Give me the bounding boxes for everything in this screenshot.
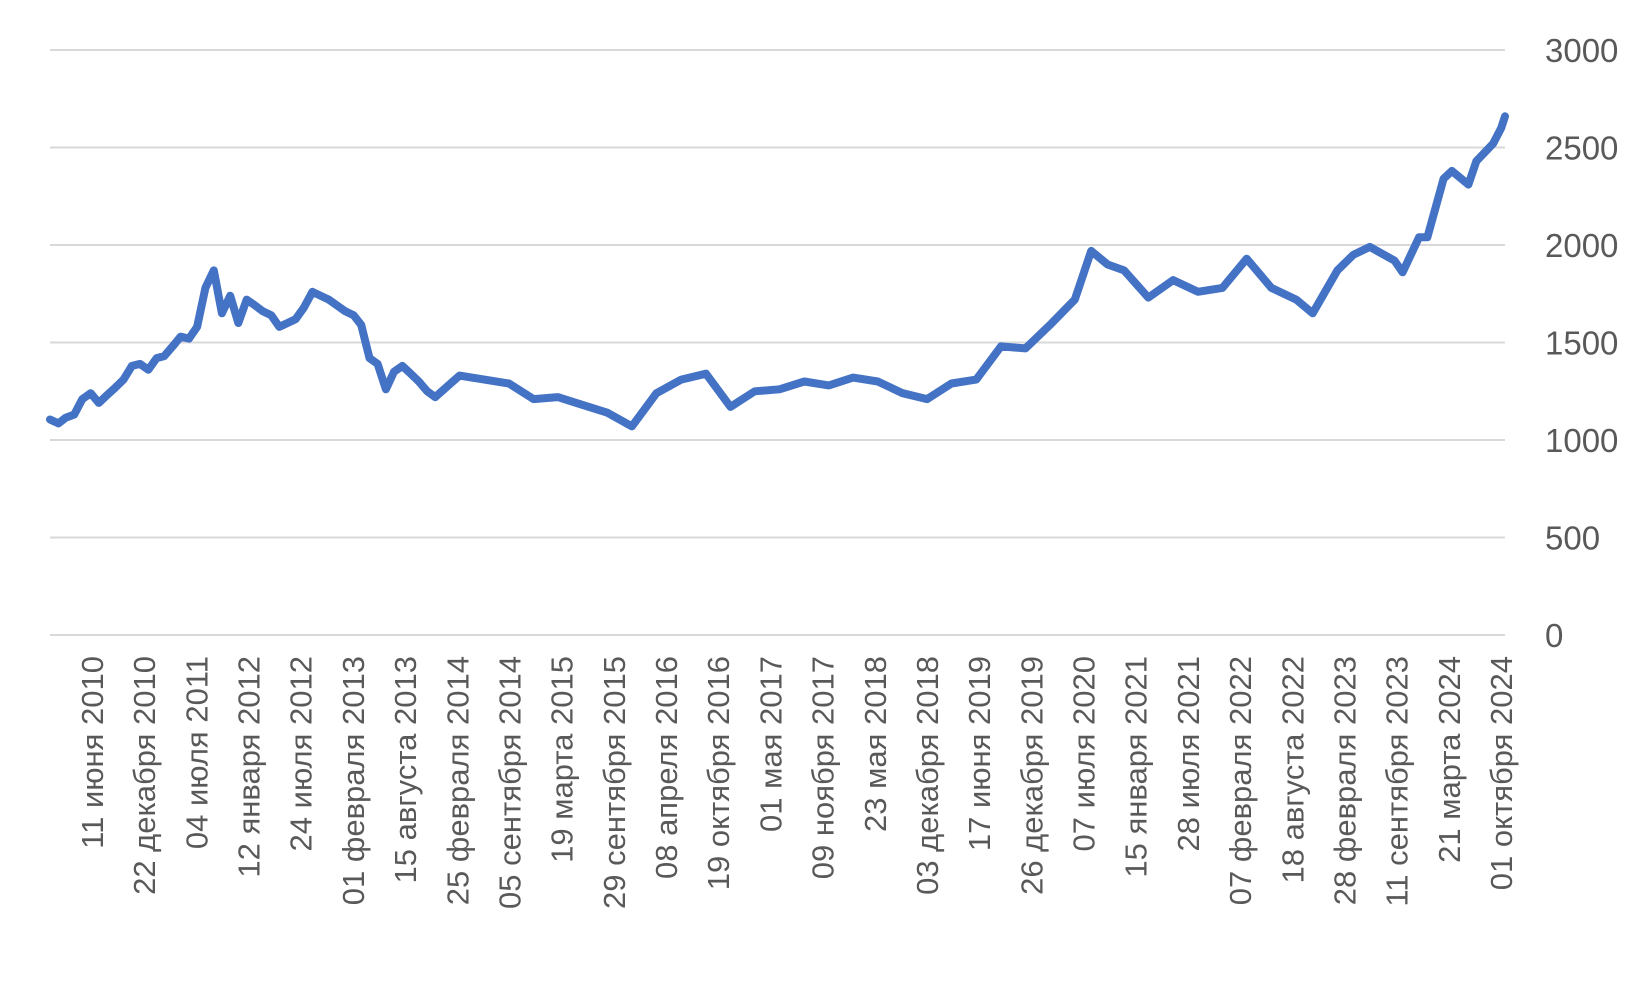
y-tick-label: 2000: [1545, 227, 1618, 264]
x-tick-label: 12 января 2012: [232, 656, 267, 878]
y-tick-label: 1000: [1545, 422, 1618, 459]
series-line: [46, 112, 1509, 431]
x-tick-label: 09 ноября 2017: [806, 656, 841, 879]
x-tick-label: 07 февраля 2022: [1223, 656, 1258, 905]
y-tick-label: 1500: [1545, 325, 1618, 362]
x-tick-label: 04 июля 2011: [179, 656, 214, 849]
x-tick-label: 15 января 2021: [1119, 656, 1154, 878]
x-tick-label: 01 февраля 2013: [336, 656, 371, 905]
x-tick-label: 05 сентября 2014: [493, 656, 528, 909]
x-tick-label: 18 августа 2022: [1275, 656, 1310, 883]
x-tick-label: 17 июня 2019: [962, 656, 997, 851]
x-tick-label: 03 декабря 2018: [910, 656, 945, 895]
x-tick-label: 23 мая 2018: [858, 656, 893, 832]
x-axis-tick-labels: 11 июня 2010 22 декабря 2010 04 июля 2011 1…: [75, 656, 1519, 909]
x-tick-label: 15 августа 2013: [388, 656, 423, 883]
x-tick-label: 11 сентября 2023: [1380, 656, 1415, 907]
x-tick-label: 28 июля 2021: [1171, 656, 1206, 851]
x-tick-label: 29 сентября 2015: [597, 656, 632, 909]
x-tick-label: 24 июля 2012: [284, 656, 319, 851]
x-tick-label: 08 апреля 2016: [649, 656, 684, 879]
x-tick-label: 11 июня 2010: [75, 656, 110, 849]
x-tick-label: 19 октября 2016: [701, 656, 736, 890]
y-tick-label: 2500: [1545, 130, 1618, 167]
x-tick-label: 28 февраля 2023: [1327, 656, 1362, 905]
y-tick-label: 500: [1545, 520, 1600, 557]
x-tick-label: 19 марта 2015: [545, 656, 580, 863]
x-tick-label: 25 февраля 2014: [440, 656, 475, 905]
x-tick-label: 26 декабря 2019: [1014, 656, 1049, 895]
y-axis-tick-labels: 0 500 1000 1500 2000 2500 3000: [1545, 32, 1618, 654]
y-tick-label: 3000: [1545, 32, 1618, 69]
x-tick-label: 21 марта 2024: [1432, 656, 1467, 863]
y-tick-label: 0: [1545, 617, 1563, 654]
x-tick-label: 22 декабря 2010: [127, 656, 162, 895]
x-tick-label: 07 июля 2020: [1067, 656, 1102, 851]
x-tick-label: 01 мая 2017: [753, 656, 788, 832]
gridlines: [50, 49, 1505, 636]
x-tick-label: 01 октября 2024: [1484, 656, 1519, 890]
series-group: [46, 112, 1509, 431]
